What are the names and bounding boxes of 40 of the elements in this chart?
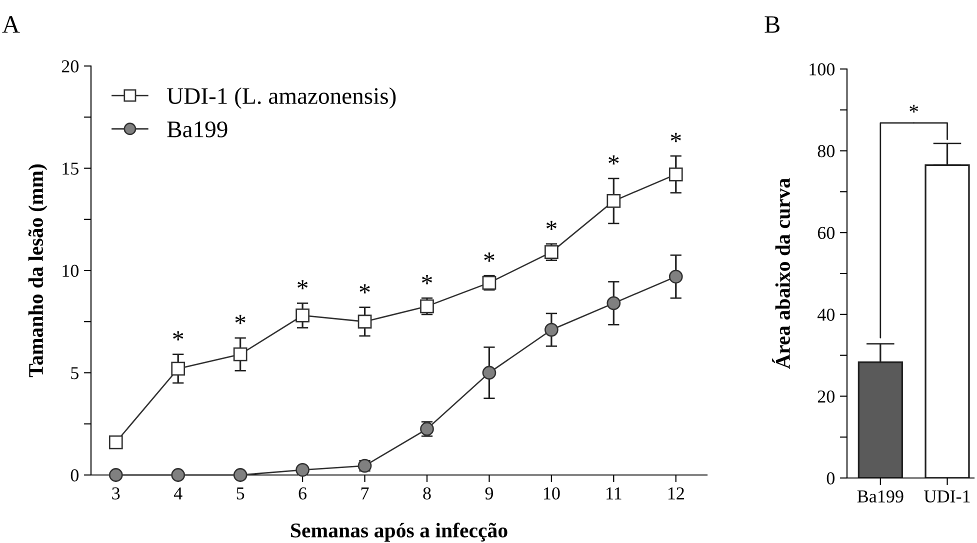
x-tick-label: 12	[668, 487, 684, 500]
y-tick-label: 20	[818, 390, 835, 403]
y-tick-label: 15	[62, 162, 78, 175]
chart-title: A	[2, 16, 20, 33]
annotation: *	[484, 252, 494, 262]
y-tick-label: 0	[826, 472, 835, 484]
x-tick-label: 9	[485, 487, 493, 500]
annotation: *	[360, 284, 370, 294]
legend-label: Ba199	[167, 122, 228, 138]
annotation: *	[422, 275, 432, 284]
x-tick-label: Ba199	[857, 490, 904, 503]
x-tick-label: 5	[236, 488, 244, 500]
annotation: *	[546, 220, 556, 230]
y-axis-title: Área abaixo da curva	[772, 178, 790, 369]
x-tick-label: 7	[361, 488, 369, 500]
y-tick-label: 10	[62, 264, 79, 277]
x-tick-label: 8	[423, 487, 431, 500]
y-tick-label: 20	[62, 60, 79, 72]
y-tick-label: 100	[810, 63, 835, 76]
y-tick-label: 60	[818, 226, 835, 240]
y-tick-label: 40	[817, 308, 835, 321]
legend-label: UDI-1 (L. amazonensis)	[167, 87, 396, 109]
annotation: *	[670, 132, 681, 142]
x-tick-label: 4	[174, 487, 182, 500]
y-tick-label: 0	[70, 469, 79, 482]
annotation: *	[298, 280, 308, 290]
y-tick-label: 80	[818, 145, 835, 158]
annotation: *	[235, 314, 246, 324]
y-tick-label: 5	[71, 367, 78, 380]
x-axis-title: Semanas após a infecção	[291, 522, 508, 542]
annotation: *	[910, 104, 918, 113]
annotation: *	[608, 155, 619, 165]
x-tick-label: 3	[112, 487, 120, 500]
annotation: *	[173, 331, 184, 340]
x-tick-label: 6	[298, 487, 307, 500]
y-axis-title: Tamanho da lesão (mm)	[28, 164, 48, 378]
chart-title: B	[764, 16, 780, 33]
x-tick-label: UDI-1	[924, 490, 970, 503]
x-tick-label: 11	[606, 487, 622, 500]
x-tick-label: 10	[544, 487, 560, 500]
